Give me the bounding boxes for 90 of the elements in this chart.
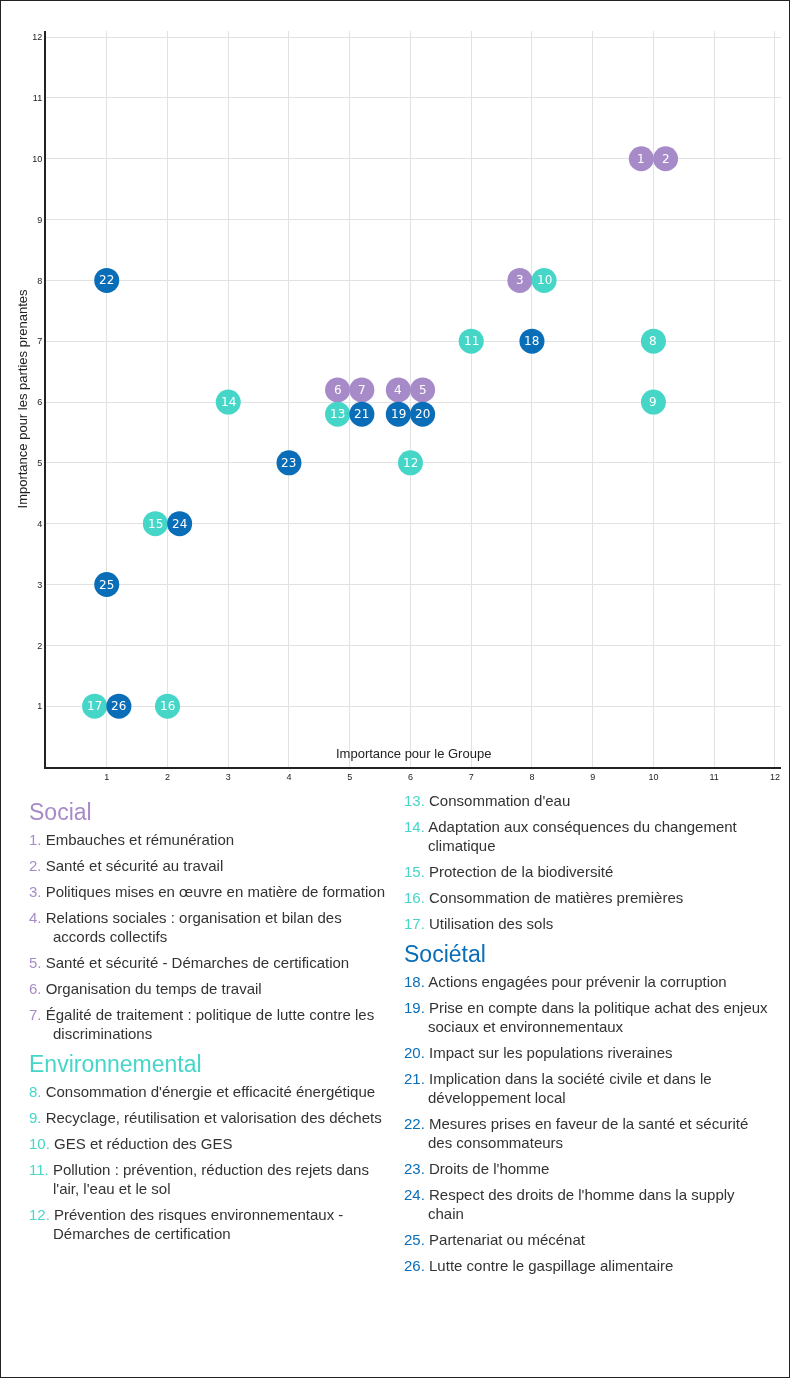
annotation: 13 [330, 407, 346, 421]
x-tick-label: 12 [769, 771, 780, 782]
text: 26. Lutte contre le gaspillage alimentaire [404, 1257, 674, 1274]
annotation: 4 [394, 383, 402, 397]
text: 22. Mesures prises en faveur de la santé et sécurité des consommateurs [404, 1115, 749, 1151]
annotation: 10 [537, 273, 553, 287]
point [507, 267, 533, 293]
text: 14. Adaptation aux conséquences du changement climatique [404, 818, 737, 854]
annotation: 3 [516, 273, 524, 287]
annotation: 21 [354, 407, 370, 421]
x-tick-label: 6 [407, 771, 413, 782]
text: 18. Actions engagées pour prévenir la corruption [404, 973, 727, 990]
point [385, 377, 411, 403]
annotation: 7 [358, 383, 366, 397]
text: 16. Consommation de matières premières [404, 889, 684, 906]
text: 4. Relations sociales : organisation et bilan des accords collectifs [29, 909, 342, 945]
text: 5. Santé et sécurité - Démarches de certification [29, 954, 350, 971]
text: Social [29, 799, 93, 826]
text: 9. Recyclage, réutilisation et valorisation des déchets [29, 1109, 382, 1126]
x-tick-label: 10 [648, 771, 659, 782]
annotation: 8 [649, 334, 657, 348]
y-tick-label: 3 [37, 579, 43, 590]
y-tick-label: 2 [37, 640, 43, 651]
x-tick-label: 8 [529, 771, 535, 782]
y-tick-label: 8 [37, 275, 43, 286]
text: 7. Égalité de traitement : politique de lutte contre les discriminations [29, 1006, 375, 1042]
annotation: 1 [637, 152, 645, 166]
annotation: 20 [415, 407, 431, 421]
x-tick-label: 11 [709, 771, 719, 782]
text: 12. Prévention des risques environnementaux - Démarches de certification [29, 1206, 344, 1242]
y-tick-label: 11 [32, 93, 43, 104]
x-tick-label: 7 [468, 771, 474, 782]
annotation: 6 [334, 383, 342, 397]
text: Sociétal [404, 941, 487, 968]
annotation: 24 [172, 517, 188, 531]
x-tick-label: 4 [286, 771, 292, 782]
text: 25. Partenariat ou mécénat [404, 1231, 585, 1248]
text: 10. GES et réduction des GES [29, 1135, 233, 1152]
y-tick-label: 9 [37, 214, 43, 225]
y-tick-label: 12 [32, 32, 43, 43]
annotation: 15 [148, 517, 164, 531]
text: 8. Consommation d'énergie et efficacité énergétique [29, 1083, 376, 1100]
x-tick-label: 3 [225, 771, 231, 782]
text: 17. Utilisation des sols [404, 915, 554, 932]
annotation: 18 [524, 334, 540, 348]
x-tick-label: 1 [104, 771, 110, 782]
y-tick-label: 1 [37, 701, 43, 712]
text: 21. Implication dans la société civile et dans le développement local [404, 1070, 712, 1106]
text: 19. Prise en compte dans la politique achat des enjeux sociaux et environnementaux [404, 999, 768, 1035]
text: Environnemental [29, 1051, 203, 1078]
annotation: 12 [403, 456, 419, 470]
y-tick-label: 10 [32, 153, 43, 164]
point [653, 146, 679, 172]
x-axis-title: Importance pour le Groupe [336, 746, 492, 761]
y-tick-label: 6 [37, 397, 43, 408]
annotation: 26 [111, 699, 127, 713]
x-tick-label: 2 [164, 771, 170, 782]
annotation: 11 [464, 334, 480, 348]
text: 1. Embauches et rémunération [29, 831, 235, 848]
x-tick-label: 9 [590, 771, 596, 782]
text: 6. Organisation du temps de travail [29, 980, 262, 997]
x-tick-label: 5 [347, 771, 353, 782]
y-tick-label: 7 [37, 336, 43, 347]
annotation: 5 [419, 383, 427, 397]
y-axis-title: Importance pour les parties prenantes [14, 289, 30, 509]
text: 23. Droits de l'homme [404, 1160, 550, 1177]
text: 13. Consommation d'eau [404, 792, 571, 809]
point [349, 377, 375, 403]
annotation: 22 [99, 273, 115, 287]
annotation: 16 [160, 699, 176, 713]
text: 2. Santé et sécurité au travail [29, 857, 224, 874]
point [325, 377, 351, 403]
annotation: 17 [87, 699, 103, 713]
annotation: 14 [221, 395, 237, 409]
point [410, 377, 436, 403]
annotation: 25 [99, 578, 115, 592]
annotation: 19 [391, 407, 407, 421]
text: 24. Respect des droits de l'homme dans la supply chain [404, 1186, 735, 1222]
annotation: 2 [662, 152, 670, 166]
text: 11. Pollution : prévention, réduction des rejets dans l'air, l'eau et le sol [29, 1161, 369, 1197]
annotation: 23 [281, 456, 297, 470]
y-tick-label: 5 [37, 458, 43, 469]
point [640, 389, 666, 415]
text: 20. Impact sur les populations riveraines [404, 1044, 673, 1061]
text: 15. Protection de la biodiversité [404, 863, 614, 880]
y-tick-label: 4 [37, 518, 43, 529]
text: 3. Politiques mises en œuvre en matière de formation [29, 883, 386, 900]
annotation: 9 [649, 395, 657, 409]
point [640, 328, 666, 354]
point [628, 146, 654, 172]
